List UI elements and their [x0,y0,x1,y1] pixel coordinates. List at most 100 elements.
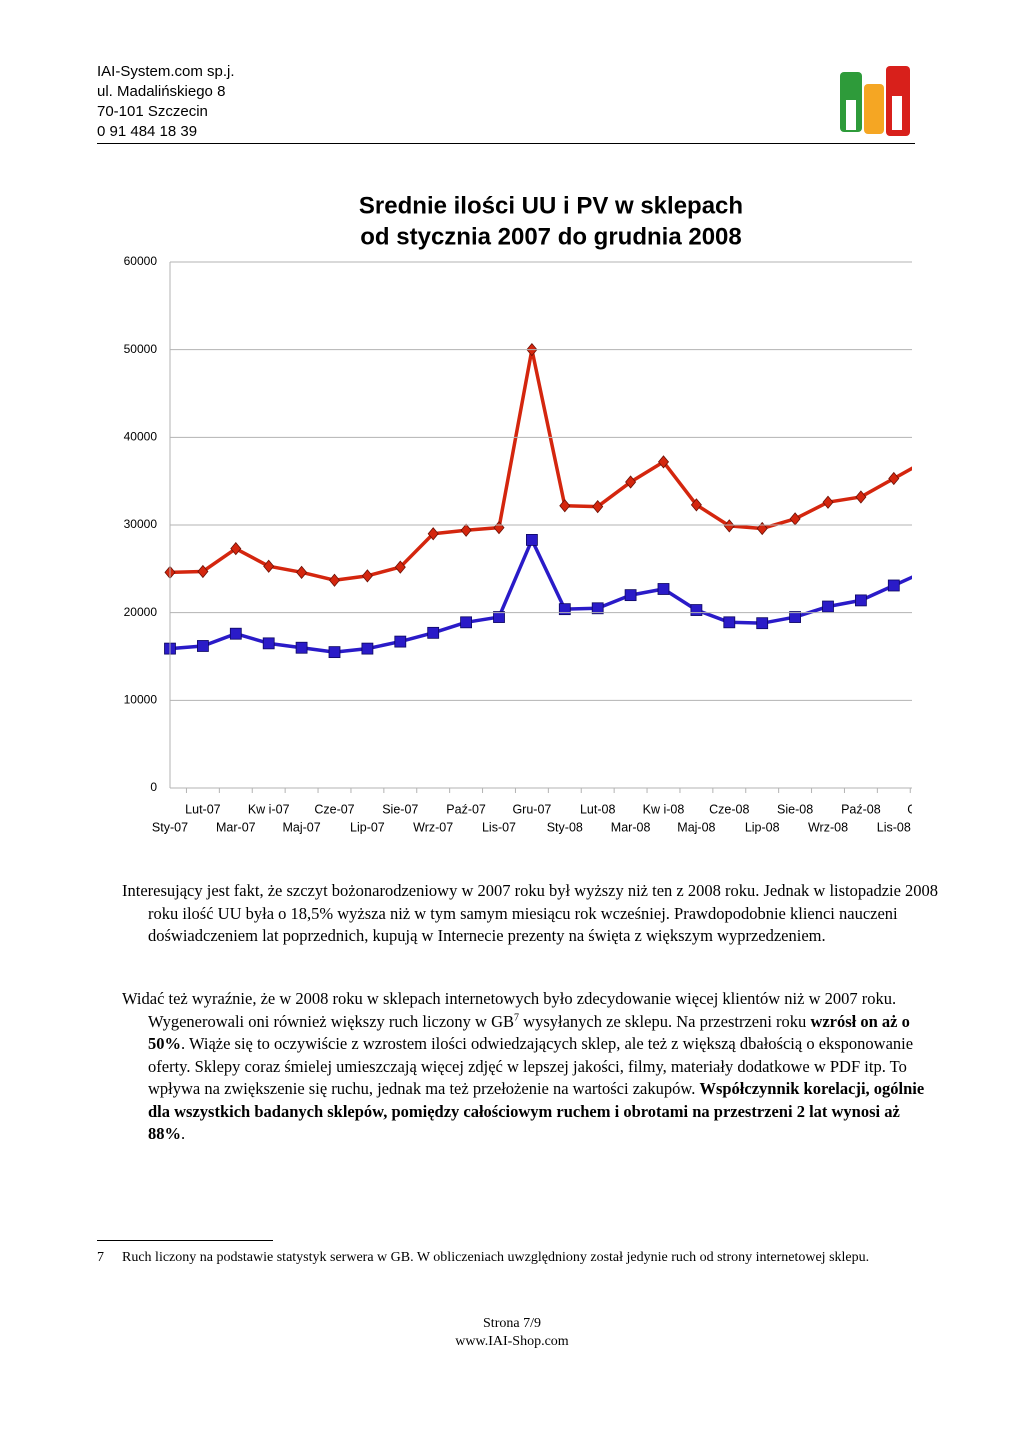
data-point [822,495,834,509]
y-tick-label: 50000 [124,342,158,356]
data-point [361,569,373,583]
data-point [789,611,801,623]
address-line: 70-101 Szczecin [97,103,208,120]
data-point [690,498,702,512]
data-point [690,604,703,616]
data-point [855,594,867,607]
data-point [756,521,768,536]
footer-url: www.IAI-Shop.com [455,1334,569,1349]
data-point [657,583,670,595]
footnote-rule [97,1240,273,1241]
data-point [855,490,867,504]
chart-title: od stycznia 2007 do grudnia 2008 [360,223,741,250]
data-point [789,512,801,526]
data-point [427,626,440,639]
text-run: Widać też wyraźnie, że w 2008 roku w skl… [122,989,897,1031]
y-tick-label: 60000 [124,254,158,268]
text-run: wzrósł on aż o 50% [148,1011,910,1054]
footnote-text: Ruch liczony na podstawie statystyk serw… [122,1250,870,1265]
series-line [169,347,912,582]
x-tick-label: Kw i-07 [248,802,290,816]
page-number: Strona 7/9 [483,1316,541,1331]
data-point [887,579,900,592]
footer: Strona 7/9 www.IAI-Shop.com [0,1315,1024,1351]
x-tick-label: Mar-08 [611,820,651,834]
y-tick-label: 10000 [124,693,158,707]
data-point [295,641,308,654]
x-tick-label: Paź-08 [841,802,881,816]
y-tick-label: 20000 [124,605,158,619]
data-point [394,635,407,648]
data-point [229,627,242,640]
footnote: 7 Ruch liczony na podstawie statystyk ser… [97,1248,907,1268]
series-line [169,538,912,654]
text-run: Współczynnik korelacji, ogólnie dla wszy… [148,1079,925,1143]
x-tick-label: Cze-07 [314,802,354,816]
y-tick-label: 40000 [124,430,158,444]
text-run: Interesujący jest fakt, że szczyt bożona… [122,881,939,945]
x-tick-label: Wrz-08 [808,820,848,834]
y-tick-label: 30000 [124,517,158,531]
data-point [558,603,571,616]
address-line: IAI-System.com sp.j. [97,63,235,80]
data-point [624,589,637,602]
data-point [922,454,932,466]
plot-area: Sty-07 Lut-07 Mar-07 Kw i-07 Maj-07 Cze-07 Lip… [152,343,946,834]
chart: Sty-07 Lut-07 Mar-07 Kw i-07 Maj-07 Cze-07 Lip… [124,66,946,834]
address-line: ul. Madalińskiego 8 [97,83,226,100]
data-point [723,616,736,629]
data-point [756,617,769,630]
x-tick-label: Paź-07 [446,802,486,816]
data-point [921,565,932,576]
x-tick-label: Sie-07 [382,802,418,816]
data-point [822,600,834,613]
data-point [526,534,538,546]
data-point [296,565,308,579]
data-point [197,564,209,579]
text-run: . Wiąże się to oczywiście z wzrostem ilo… [148,1034,914,1098]
paragraph: Widać też wyraźnie, że w 2008 roku w skl… [122,988,940,1146]
data-point [196,640,209,652]
data-point [460,523,472,537]
data-point [559,499,571,513]
x-tick-label: Wrz-07 [413,820,453,834]
y-tick-label: 0 [150,780,157,794]
x-tick-label: Lip-08 [745,820,780,834]
text-run: wysyłanych ze sklepu. Na przestrzeni rok… [519,1011,811,1031]
text-run: . [181,1124,186,1143]
data-point [328,646,341,659]
paragraph: Interesujący jest fakt, że szczyt bożona… [122,880,940,948]
address-line: 0 91 484 18 39 [97,123,198,140]
x-tick-label: Lip-07 [350,820,385,834]
x-tick-label: Mar-07 [216,820,256,834]
logo [836,66,914,136]
data-point [888,471,900,486]
x-tick-label: Maj-08 [677,820,715,834]
text-run: 7 [514,1012,520,1023]
data-point [460,616,473,629]
data-point [361,642,374,655]
data-point [427,527,439,541]
data-point [230,542,242,556]
x-tick-label: Sty-08 [547,820,583,834]
data-point [493,521,505,535]
x-tick-label: Cze-08 [709,802,749,816]
x-tick-label: Maj-07 [282,820,320,834]
x-tick-label: Lut-07 [185,802,220,816]
x-tick-label: Sty-07 [152,820,188,834]
data-point [394,560,406,574]
data-point [493,611,505,623]
x-tick-label: Lis-08 [877,820,911,834]
x-tick-label: Gru-07 [512,802,551,816]
x-tick-label: Gru-08 [907,802,946,816]
data-point [657,455,670,469]
data-point [723,519,735,533]
header-address: IAI-System.com sp.j. ul. Madalińskiego 8 7… [97,62,235,142]
x-tick-label: Lut-08 [580,802,615,816]
x-tick-label: Lis-07 [482,820,516,834]
data-point [262,637,275,650]
header-rule [97,143,915,144]
data-point [263,559,275,573]
footnote-number: 7 [97,1250,104,1265]
